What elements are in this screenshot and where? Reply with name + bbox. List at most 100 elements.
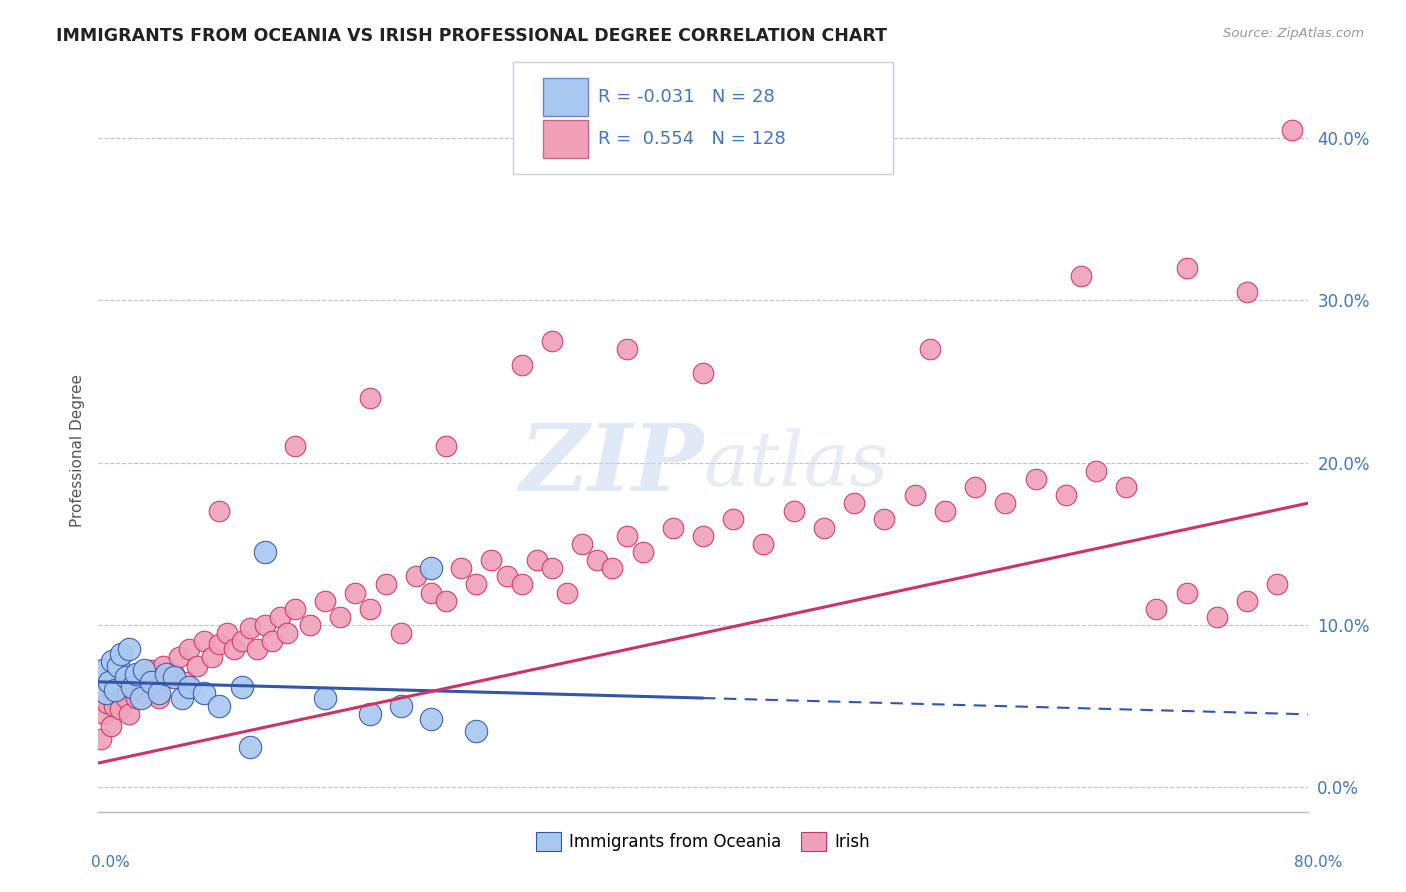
Point (284, 601, 307, 615)
Point (129, 666, 152, 681)
Point (101, 654, 124, 668)
Point (163, 666, 186, 681)
Point (111, 674, 134, 689)
Point (239, 739, 262, 754)
Point (360, 707, 382, 722)
Point (692, 529, 714, 543)
Point (314, 691, 336, 706)
Point (118, 642, 141, 657)
Point (148, 686, 170, 700)
Point (586, 553, 609, 567)
Point (1085, 464, 1108, 478)
Point (94, 686, 117, 700)
Text: R = -0.031   N = 28: R = -0.031 N = 28 (598, 88, 775, 106)
Legend: Immigrants from Oceania, Irish: Immigrants from Oceania, Irish (529, 825, 877, 857)
Point (152, 658, 174, 673)
Point (783, 504, 806, 518)
Point (262, 634, 284, 648)
Point (156, 670, 179, 684)
Point (208, 699, 231, 714)
Point (434, 439, 457, 453)
Point (179, 642, 201, 657)
Point (1024, 472, 1046, 486)
Point (450, 561, 472, 575)
Point (129, 691, 152, 706)
Text: R =  0.554   N = 128: R = 0.554 N = 128 (598, 130, 786, 148)
Point (284, 439, 307, 453)
Point (360, 601, 382, 615)
Point (141, 674, 163, 689)
Point (1206, 610, 1229, 624)
Point (253, 618, 276, 632)
Point (100, 719, 122, 733)
Point (904, 488, 927, 502)
Point (121, 680, 143, 694)
Point (208, 638, 231, 652)
Point (602, 561, 624, 575)
Text: IMMIGRANTS FROM OCEANIA VS IRISH PROFESSIONAL DEGREE CORRELATION CHART: IMMIGRANTS FROM OCEANIA VS IRISH PROFESS… (56, 27, 887, 45)
Point (193, 686, 215, 700)
Point (661, 520, 683, 534)
Point (107, 658, 129, 673)
Point (125, 691, 148, 706)
Point (389, 699, 412, 714)
Point (114, 670, 136, 684)
Point (125, 666, 148, 681)
Point (813, 520, 835, 534)
Point (420, 585, 443, 599)
Point (114, 691, 136, 706)
Point (495, 569, 517, 583)
Point (1175, 585, 1198, 599)
Point (1054, 488, 1077, 502)
Point (173, 674, 195, 689)
Point (108, 702, 131, 716)
Point (90, 731, 112, 746)
Point (98, 674, 121, 689)
Point (1070, 268, 1092, 283)
Point (246, 642, 269, 657)
Text: Source: ZipAtlas.com: Source: ZipAtlas.com (1223, 27, 1364, 40)
Point (193, 634, 215, 648)
Point (481, 553, 503, 567)
Point (329, 610, 352, 624)
Point (873, 512, 896, 526)
Point (110, 647, 132, 661)
Y-axis label: Professional Degree: Professional Degree (69, 374, 84, 527)
Point (1236, 285, 1258, 300)
Text: ZIP: ZIP (519, 420, 703, 510)
Point (179, 680, 201, 694)
Point (723, 512, 745, 526)
Point (1115, 480, 1137, 494)
Point (631, 545, 654, 559)
Point (344, 585, 367, 599)
Point (510, 577, 533, 591)
Point (105, 680, 128, 694)
Point (135, 674, 157, 689)
Point (555, 585, 578, 599)
Point (526, 553, 548, 567)
Point (540, 334, 562, 348)
Text: atlas: atlas (703, 428, 889, 502)
Point (752, 537, 775, 551)
Point (420, 561, 443, 575)
Point (201, 650, 224, 665)
Point (141, 664, 163, 678)
Point (215, 626, 238, 640)
Point (145, 682, 167, 697)
Point (239, 621, 262, 635)
Point (93, 707, 115, 722)
Point (465, 723, 488, 738)
Point (299, 618, 322, 632)
Point (994, 496, 1017, 510)
Point (616, 529, 638, 543)
Point (104, 682, 127, 697)
Point (208, 504, 231, 518)
Point (616, 342, 638, 356)
Point (167, 650, 190, 665)
Text: 80.0%: 80.0% (1295, 855, 1343, 870)
Point (163, 670, 186, 684)
Point (1281, 123, 1303, 137)
Point (1175, 260, 1198, 275)
Point (434, 593, 457, 607)
Point (540, 561, 562, 575)
